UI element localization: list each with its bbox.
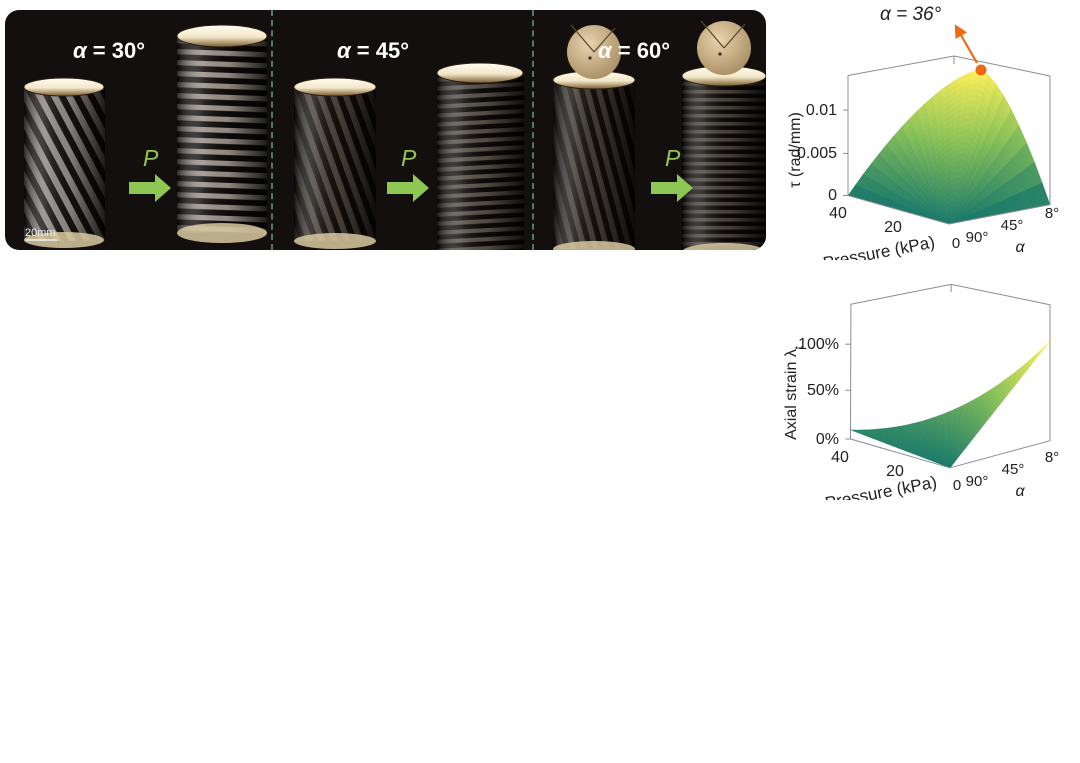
svg-text:45°: 45° (1001, 217, 1024, 234)
svg-text:P: P (401, 145, 417, 171)
svg-text:0%: 0% (816, 431, 839, 448)
svg-text:Pressure (kPa): Pressure (kPa) (823, 472, 938, 500)
svg-text:8°: 8° (1045, 205, 1059, 222)
svg-text:α = 60°: α = 60° (598, 38, 670, 63)
svg-text:Axial strain λt: Axial strain λt (783, 346, 805, 440)
svg-text:α: α (1015, 483, 1025, 500)
svg-text:α = 30°: α = 30° (73, 38, 145, 63)
svg-text:40: 40 (829, 205, 847, 222)
svg-text:0: 0 (953, 477, 961, 494)
svg-text:40: 40 (831, 449, 849, 466)
svg-text:τ (rad/mm): τ (rad/mm) (787, 112, 804, 188)
svg-text:8°: 8° (1045, 449, 1059, 466)
svg-text:P: P (665, 145, 681, 171)
svg-text:α = 36°: α = 36° (880, 4, 942, 25)
svg-text:α = 45°: α = 45° (337, 38, 409, 63)
svg-text:90°: 90° (966, 473, 989, 490)
svg-text:20mm: 20mm (25, 227, 56, 239)
svg-text:90°: 90° (966, 229, 989, 246)
svg-text:Pressure (kPa): Pressure (kPa) (821, 232, 936, 260)
svg-text:45°: 45° (1002, 461, 1025, 478)
svg-text:20: 20 (886, 463, 904, 480)
svg-text:α: α (1015, 239, 1025, 256)
svg-text:20: 20 (884, 219, 902, 236)
svg-text:0: 0 (828, 187, 837, 204)
svg-text:100%: 100% (798, 336, 839, 353)
svg-text:0.01: 0.01 (806, 102, 837, 119)
svg-text:P: P (143, 145, 159, 171)
svg-text:0: 0 (952, 235, 960, 252)
svg-text:50%: 50% (807, 382, 839, 399)
